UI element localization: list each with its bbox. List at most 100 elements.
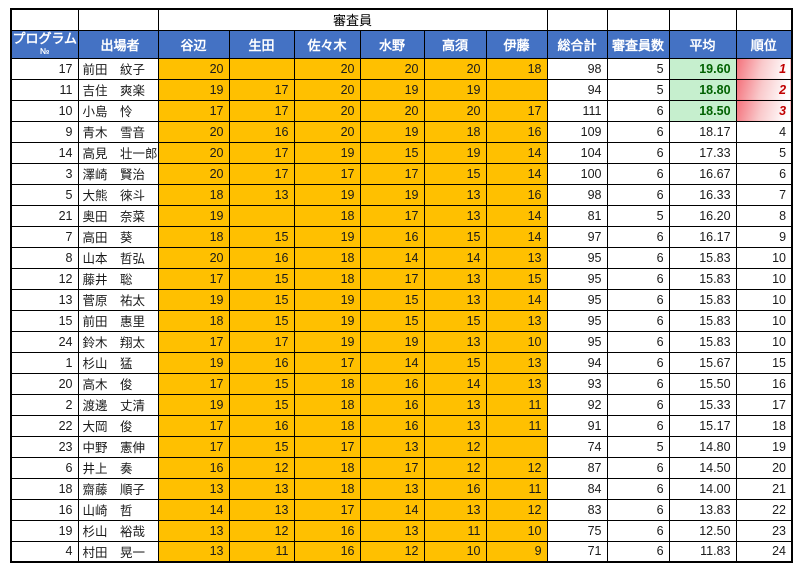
total-cell[interactable]: 95	[546, 330, 608, 353]
score-cell[interactable]: 13	[485, 351, 548, 374]
participant-name-cell[interactable]: 杉山 猛	[77, 351, 159, 374]
empty-header-cell[interactable]	[546, 8, 608, 31]
score-cell[interactable]: 13	[423, 183, 487, 206]
score-cell[interactable]: 13	[157, 540, 230, 563]
participant-name-cell[interactable]: 青木 雪音	[77, 120, 159, 143]
empty-header-cell[interactable]	[10, 8, 79, 31]
score-cell[interactable]: 19	[359, 120, 425, 143]
score-cell[interactable]: 12	[485, 498, 548, 521]
score-cell[interactable]: 20	[359, 57, 425, 80]
score-cell[interactable]: 13	[359, 435, 425, 458]
participant-name-cell[interactable]: 澤崎 賢治	[77, 162, 159, 185]
col-header-judge-count[interactable]: 審査員数	[606, 29, 670, 59]
score-cell[interactable]: 20	[293, 57, 361, 80]
score-cell[interactable]: 13	[423, 393, 487, 416]
rank-cell[interactable]: 1	[735, 57, 793, 80]
score-cell[interactable]: 12	[485, 456, 548, 479]
score-cell[interactable]: 14	[485, 162, 548, 185]
score-cell[interactable]: 20	[423, 57, 487, 80]
score-cell[interactable]: 19	[157, 351, 230, 374]
score-cell[interactable]: 15	[359, 141, 425, 164]
score-cell[interactable]: 16	[359, 225, 425, 248]
rank-cell[interactable]: 4	[735, 120, 793, 143]
total-cell[interactable]: 98	[546, 57, 608, 80]
total-cell[interactable]: 84	[546, 477, 608, 500]
total-cell[interactable]: 95	[546, 288, 608, 311]
score-cell[interactable]: 17	[157, 99, 230, 122]
score-cell[interactable]: 16	[359, 393, 425, 416]
score-cell[interactable]: 19	[359, 183, 425, 206]
judge-count-cell[interactable]: 6	[606, 309, 670, 332]
score-cell[interactable]: 17	[293, 351, 361, 374]
average-cell[interactable]: 16.33	[668, 183, 737, 206]
average-cell[interactable]: 11.83	[668, 540, 737, 563]
score-cell[interactable]: 19	[423, 78, 487, 101]
rank-cell[interactable]: 10	[735, 246, 793, 269]
score-cell[interactable]: 20	[423, 99, 487, 122]
rank-cell[interactable]: 10	[735, 309, 793, 332]
total-cell[interactable]: 98	[546, 183, 608, 206]
program-no-cell[interactable]: 6	[10, 456, 79, 479]
score-cell[interactable]: 18	[293, 246, 361, 269]
judge-count-cell[interactable]: 6	[606, 477, 670, 500]
program-no-cell[interactable]: 24	[10, 330, 79, 353]
score-cell[interactable]: 13	[157, 477, 230, 500]
score-cell[interactable]: 18	[157, 309, 230, 332]
score-cell[interactable]: 17	[157, 435, 230, 458]
score-cell[interactable]: 19	[157, 204, 230, 227]
score-cell[interactable]: 15	[228, 309, 295, 332]
score-cell[interactable]: 17	[485, 99, 548, 122]
score-cell[interactable]: 11	[228, 540, 295, 563]
program-no-cell[interactable]: 14	[10, 141, 79, 164]
total-cell[interactable]: 87	[546, 456, 608, 479]
judge-count-cell[interactable]: 6	[606, 162, 670, 185]
participant-name-cell[interactable]: 渡邊 丈清	[77, 393, 159, 416]
participant-name-cell[interactable]: 高見 壮一郎	[77, 141, 159, 164]
average-cell[interactable]: 15.83	[668, 246, 737, 269]
score-cell[interactable]: 18	[293, 414, 361, 437]
total-cell[interactable]: 93	[546, 372, 608, 395]
score-cell[interactable]: 17	[157, 414, 230, 437]
rank-cell[interactable]: 21	[735, 477, 793, 500]
score-cell[interactable]: 13	[423, 498, 487, 521]
score-cell[interactable]: 12	[423, 456, 487, 479]
score-cell[interactable]: 16	[485, 120, 548, 143]
score-cell[interactable]: 15	[228, 372, 295, 395]
program-no-cell[interactable]: 7	[10, 225, 79, 248]
judges-group-header[interactable]: 審査員	[157, 8, 548, 31]
score-cell[interactable]: 19	[293, 330, 361, 353]
col-header-judge-sasaki[interactable]: 佐々木	[293, 29, 361, 59]
average-cell[interactable]: 14.50	[668, 456, 737, 479]
score-cell[interactable]: 15	[423, 162, 487, 185]
score-cell[interactable]: 18	[293, 393, 361, 416]
score-cell[interactable]: 18	[293, 204, 361, 227]
total-cell[interactable]: 100	[546, 162, 608, 185]
average-cell[interactable]: 16.20	[668, 204, 737, 227]
participant-name-cell[interactable]: 中野 憲伸	[77, 435, 159, 458]
participant-name-cell[interactable]: 藤井 聡	[77, 267, 159, 290]
participant-name-cell[interactable]: 小島 怜	[77, 99, 159, 122]
score-cell[interactable]: 15	[228, 288, 295, 311]
judge-count-cell[interactable]: 6	[606, 183, 670, 206]
average-cell[interactable]: 15.83	[668, 288, 737, 311]
score-cell[interactable]: 12	[228, 456, 295, 479]
col-header-judge-tanibe[interactable]: 谷辺	[157, 29, 230, 59]
score-cell[interactable]: 15	[228, 225, 295, 248]
score-cell[interactable]: 19	[293, 183, 361, 206]
judge-count-cell[interactable]: 6	[606, 267, 670, 290]
participant-name-cell[interactable]: 村田 晃一	[77, 540, 159, 563]
score-cell[interactable]: 18	[293, 372, 361, 395]
score-cell[interactable]: 18	[485, 57, 548, 80]
score-cell[interactable]: 17	[359, 204, 425, 227]
score-cell[interactable]	[485, 435, 548, 458]
participant-name-cell[interactable]: 吉住 爽楽	[77, 78, 159, 101]
average-cell[interactable]: 15.83	[668, 330, 737, 353]
program-no-cell[interactable]: 17	[10, 57, 79, 80]
judge-count-cell[interactable]: 6	[606, 498, 670, 521]
empty-header-cell[interactable]	[606, 8, 670, 31]
average-cell[interactable]: 15.17	[668, 414, 737, 437]
score-cell[interactable]: 20	[293, 99, 361, 122]
total-cell[interactable]: 81	[546, 204, 608, 227]
judge-count-cell[interactable]: 5	[606, 204, 670, 227]
score-cell[interactable]: 14	[359, 498, 425, 521]
